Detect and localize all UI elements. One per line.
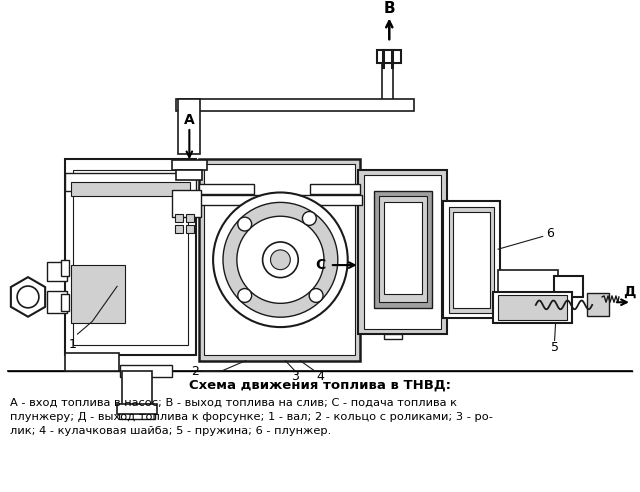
Bar bbox=[172, 160, 207, 170]
Circle shape bbox=[238, 288, 252, 303]
Bar bbox=[449, 207, 494, 313]
Bar bbox=[65, 353, 119, 371]
Text: Схема движения топлива в ТНВД:: Схема движения топлива в ТНВД: bbox=[189, 379, 451, 392]
Bar bbox=[588, 293, 609, 316]
Text: 6: 6 bbox=[546, 227, 554, 240]
Bar bbox=[47, 262, 67, 281]
Bar bbox=[70, 182, 190, 196]
Bar bbox=[382, 50, 393, 100]
Circle shape bbox=[238, 217, 252, 231]
Bar bbox=[498, 271, 557, 292]
Bar bbox=[122, 371, 152, 408]
Bar bbox=[179, 99, 200, 154]
Text: А: А bbox=[184, 113, 195, 126]
Bar bbox=[452, 212, 490, 308]
Bar bbox=[65, 173, 196, 191]
Bar bbox=[443, 201, 500, 318]
Bar bbox=[65, 159, 196, 355]
Text: лик; 4 - кулачковая шайба; 5 - пружина; 6 - плунжер.: лик; 4 - кулачковая шайба; 5 - пружина; … bbox=[10, 426, 332, 435]
Bar bbox=[186, 225, 195, 233]
Bar bbox=[61, 260, 68, 276]
Bar bbox=[196, 195, 362, 205]
Bar bbox=[172, 189, 201, 217]
Bar bbox=[385, 334, 402, 339]
Bar bbox=[72, 170, 188, 345]
Bar bbox=[177, 99, 414, 111]
Circle shape bbox=[271, 250, 291, 270]
Circle shape bbox=[223, 202, 338, 317]
Bar bbox=[378, 50, 401, 63]
Text: 2: 2 bbox=[191, 365, 199, 378]
Bar bbox=[374, 191, 432, 308]
Bar bbox=[385, 203, 422, 294]
Circle shape bbox=[309, 288, 323, 303]
Text: 5: 5 bbox=[550, 341, 559, 354]
Text: А - вход топлива в насос; В - выход топлива на слив; С - подача топлива к: А - вход топлива в насос; В - выход топл… bbox=[10, 398, 457, 408]
Bar bbox=[498, 295, 568, 320]
Bar bbox=[199, 184, 253, 194]
Bar bbox=[61, 294, 68, 311]
Circle shape bbox=[17, 286, 39, 308]
Bar bbox=[47, 291, 67, 313]
Bar bbox=[119, 408, 155, 419]
Bar bbox=[554, 276, 583, 297]
Bar bbox=[177, 170, 202, 180]
Bar bbox=[70, 265, 125, 323]
Text: 4: 4 bbox=[316, 370, 324, 383]
Bar bbox=[310, 184, 360, 194]
Circle shape bbox=[237, 216, 324, 304]
Bar bbox=[175, 225, 184, 233]
Text: 1: 1 bbox=[68, 338, 77, 351]
Bar bbox=[380, 196, 427, 302]
Bar bbox=[358, 170, 447, 334]
Text: В: В bbox=[383, 0, 395, 16]
Circle shape bbox=[303, 212, 316, 225]
Bar bbox=[120, 365, 172, 376]
Circle shape bbox=[262, 242, 298, 277]
Text: плунжеру; Д - выход топлива к форсунке; 1 - вал; 2 - кольцо с роликами; 3 - ро-: плунжеру; Д - выход топлива к форсунке; … bbox=[10, 412, 493, 422]
Bar bbox=[186, 214, 195, 221]
Bar bbox=[175, 214, 184, 221]
Bar bbox=[493, 292, 572, 323]
Bar bbox=[204, 164, 355, 355]
Bar bbox=[199, 159, 360, 361]
Circle shape bbox=[213, 192, 348, 327]
Bar bbox=[364, 175, 441, 329]
Polygon shape bbox=[11, 277, 45, 317]
Bar bbox=[117, 404, 157, 414]
Text: С: С bbox=[315, 258, 325, 272]
Text: Д: Д bbox=[623, 285, 636, 299]
Text: 3: 3 bbox=[291, 370, 299, 383]
